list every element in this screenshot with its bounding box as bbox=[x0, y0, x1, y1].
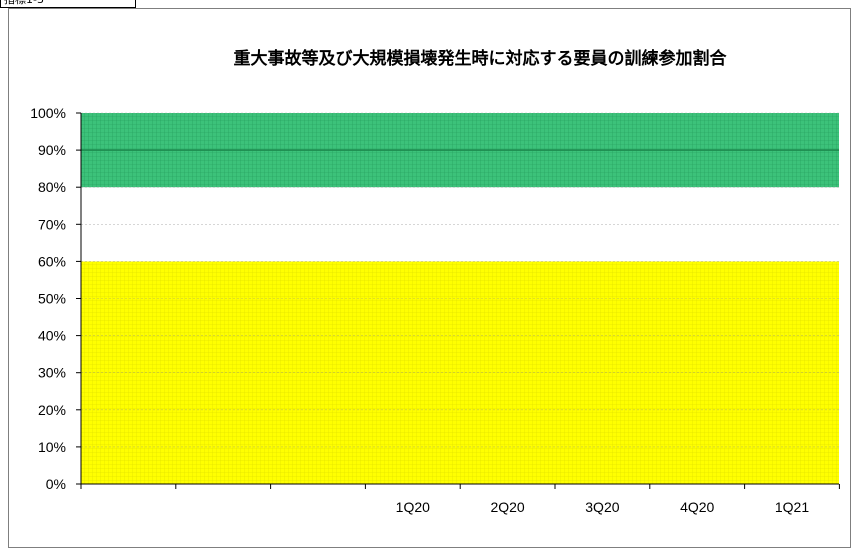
x-tick-label: 2Q20 bbox=[490, 499, 524, 515]
y-tick-label: 60% bbox=[38, 253, 66, 269]
y-tick-label: 100% bbox=[30, 105, 66, 121]
x-tick-label: 3Q20 bbox=[585, 499, 619, 515]
x-tick-label: 1Q21 bbox=[775, 499, 809, 515]
y-tick-label: 40% bbox=[38, 328, 66, 344]
y-tick-label: 70% bbox=[38, 216, 66, 232]
y-tick-label: 0% bbox=[46, 476, 66, 492]
x-tick-label: 4Q20 bbox=[680, 499, 714, 515]
band-0 bbox=[81, 261, 839, 484]
indicator-tag: 指標1-3 bbox=[0, 0, 136, 8]
y-tick-label: 50% bbox=[38, 291, 66, 307]
y-tick-label: 20% bbox=[38, 402, 66, 418]
y-tick-label: 10% bbox=[38, 439, 66, 455]
band-1 bbox=[81, 187, 839, 262]
y-tick-label: 80% bbox=[38, 179, 66, 195]
x-tick-label: 1Q20 bbox=[396, 499, 430, 515]
y-tick-label: 90% bbox=[38, 142, 66, 158]
chart-title: 重大事故等及び大規模損壊発生時に対応する要員の訓練参加割合 bbox=[234, 48, 728, 69]
y-tick-label: 30% bbox=[38, 365, 66, 381]
